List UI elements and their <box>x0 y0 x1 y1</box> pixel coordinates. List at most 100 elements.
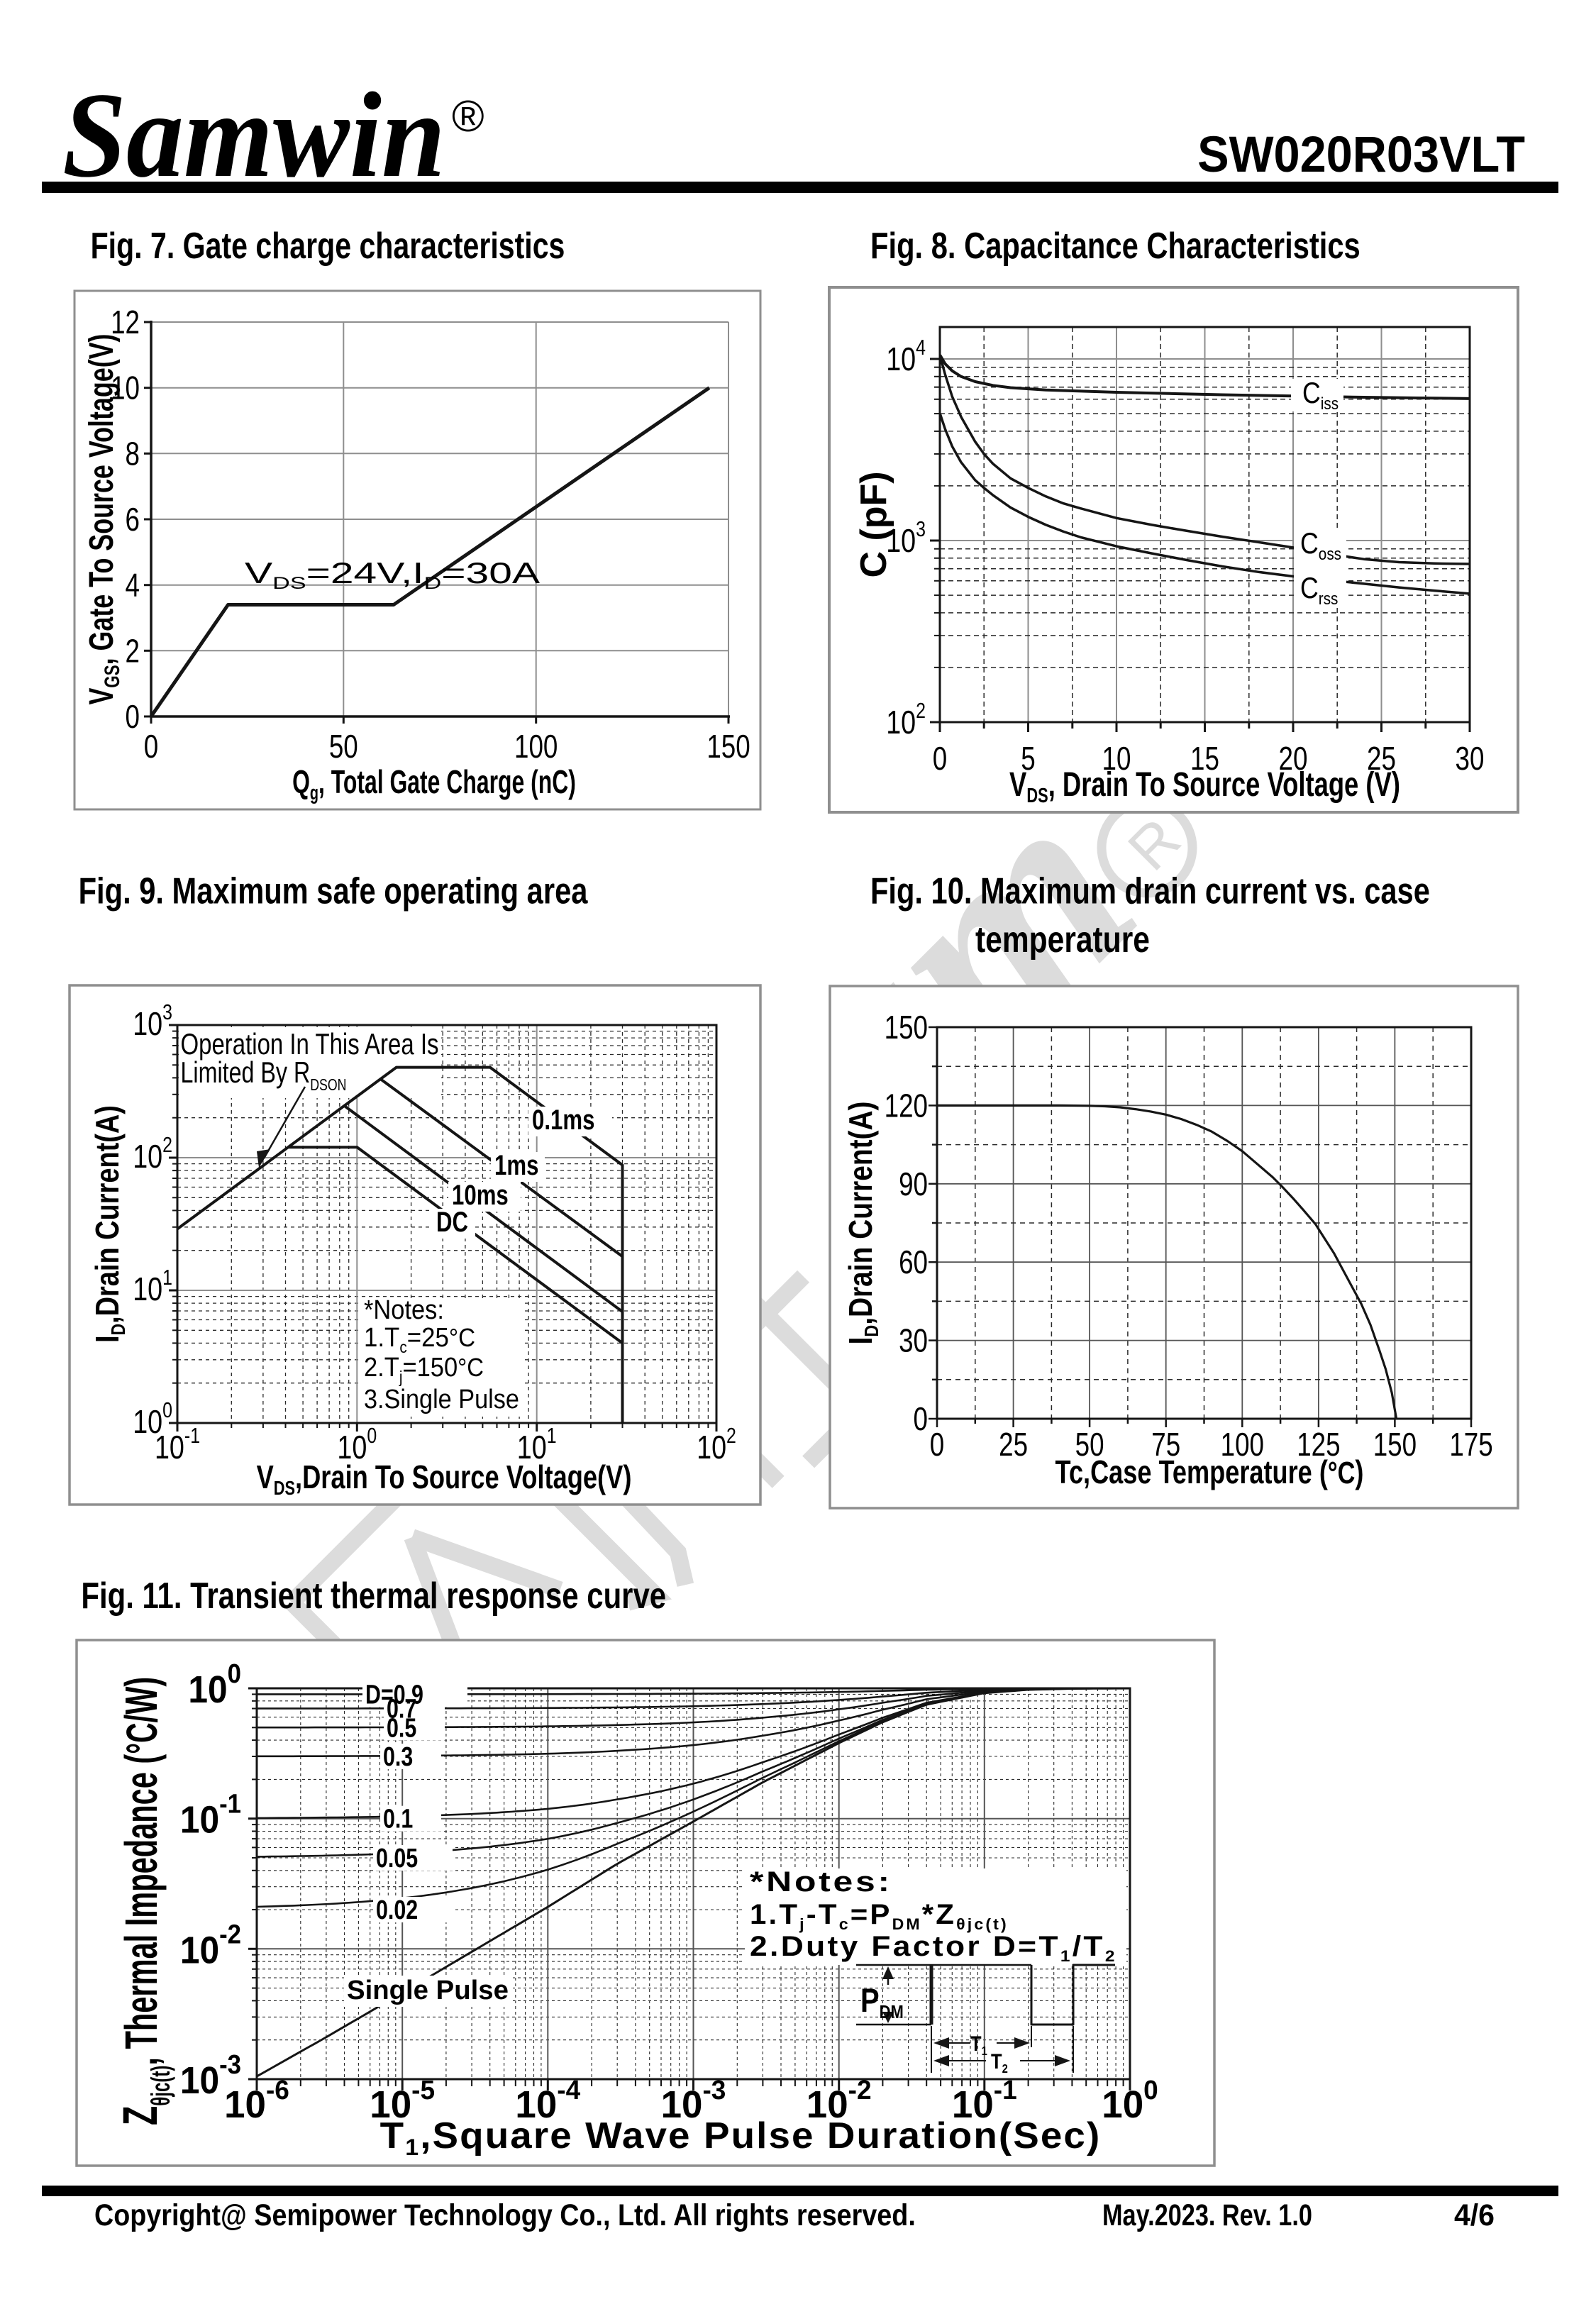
svg-text:0.5: 0.5 <box>387 1713 416 1743</box>
svg-text:103: 103 <box>886 517 926 559</box>
svg-text:100: 100 <box>188 1659 241 1711</box>
svg-text:0: 0 <box>914 1400 928 1437</box>
svg-text:150: 150 <box>706 728 750 765</box>
svg-text:1ms: 1ms <box>494 1149 538 1181</box>
svg-text:Crss: Crss <box>1300 572 1338 608</box>
svg-text:175: 175 <box>1449 1426 1492 1463</box>
svg-text:10: 10 <box>1102 740 1131 777</box>
svg-text:25: 25 <box>999 1426 1028 1463</box>
svg-text:10-1: 10-1 <box>155 1424 200 1466</box>
svg-text:VDS, Drain To Source Voltage (: VDS, Drain To Source Voltage (V) <box>1009 765 1400 807</box>
svg-text:10ms: 10ms <box>452 1179 509 1211</box>
svg-text:10: 10 <box>111 370 140 406</box>
svg-text:ID,Drain Current(A): ID,Drain Current(A) <box>89 1105 130 1343</box>
svg-text:50: 50 <box>1075 1426 1104 1463</box>
svg-text:SW020R03VLT: SW020R03VLT <box>1197 126 1525 182</box>
svg-text:120: 120 <box>885 1087 928 1124</box>
svg-text:Zθjc(t), Thermal Impedance (°: Zθjc(t), Thermal Impedance (°C/W) <box>113 1677 175 2125</box>
svg-text:0.02: 0.02 <box>376 1895 418 1925</box>
svg-text:D=0.9: D=0.9 <box>365 1680 423 1710</box>
svg-text:®: ® <box>452 92 484 141</box>
svg-text:60: 60 <box>899 1244 928 1280</box>
svg-text:Fig. 7. Gate charge characteri: Fig. 7. Gate charge characteristics <box>91 225 565 266</box>
svg-text:3.Single Pulse: 3.Single Pulse <box>364 1383 519 1414</box>
svg-text:May.2023. Rev. 1.0: May.2023. Rev. 1.0 <box>1102 2198 1312 2232</box>
svg-text:T1,Square Wave Pulse Duration(: T1,Square Wave Pulse Duration(Sec) <box>380 2115 1102 2161</box>
svg-text:Qg, Total Gate Charge (nC): Qg, Total Gate Charge (nC) <box>292 764 576 804</box>
svg-text:T1: T1 <box>970 2032 987 2058</box>
svg-text:100: 100 <box>337 1424 377 1466</box>
svg-text:10-3: 10-3 <box>180 2049 241 2102</box>
svg-text:101: 101 <box>133 1266 172 1307</box>
svg-text:2: 2 <box>126 632 140 669</box>
svg-text:*Notes:: *Notes: <box>364 1294 444 1324</box>
svg-text:102: 102 <box>886 699 926 741</box>
svg-text:12: 12 <box>111 304 140 340</box>
svg-text:50: 50 <box>329 728 358 765</box>
svg-text:4: 4 <box>126 567 140 604</box>
svg-text:Single Pulse: Single Pulse <box>347 1975 509 2005</box>
svg-text:temperature: temperature <box>975 919 1150 960</box>
svg-text:Tc,Case Temperature (°C): Tc,Case Temperature (°C) <box>1055 1454 1364 1490</box>
svg-text:2.Duty Factor D=T1/T2: 2.Duty Factor D=T1/T2 <box>750 1930 1117 1965</box>
svg-text:0.1: 0.1 <box>383 1805 413 1834</box>
svg-text:4/6: 4/6 <box>1454 2198 1495 2232</box>
svg-text:1.Tj-Tc=PDM*Zθjc(t): 1.Tj-Tc=PDM*Zθjc(t) <box>750 1898 1009 1933</box>
svg-text:150: 150 <box>1373 1426 1417 1463</box>
svg-text:30: 30 <box>899 1322 928 1359</box>
svg-text:75: 75 <box>1151 1426 1180 1463</box>
svg-text:2.Tj=150°C: 2.Tj=150°C <box>364 1351 484 1386</box>
svg-text:15: 15 <box>1190 740 1219 777</box>
svg-text:100: 100 <box>133 1398 172 1440</box>
svg-text:10-1: 10-1 <box>180 1788 241 1841</box>
svg-text:5: 5 <box>1021 740 1035 777</box>
svg-text:10-6: 10-6 <box>224 2075 289 2126</box>
svg-text:6: 6 <box>126 501 140 538</box>
svg-text:VDS,Drain To Source Voltage(V): VDS,Drain To Source Voltage(V) <box>257 1458 632 1500</box>
svg-text:Fig. 8. Capacitance Characteri: Fig. 8. Capacitance Characteristics <box>870 225 1361 266</box>
svg-text:Fig. 10. Maximum drain current: Fig. 10. Maximum drain current vs. case <box>870 870 1430 912</box>
svg-text:101: 101 <box>517 1424 557 1466</box>
svg-text:VDS=24V,ID=30A: VDS=24V,ID=30A <box>245 556 540 593</box>
svg-text:0: 0 <box>144 728 158 765</box>
svg-text:150: 150 <box>885 1009 928 1046</box>
svg-text:102: 102 <box>133 1133 172 1175</box>
svg-text:PDM: PDM <box>860 1983 904 2022</box>
svg-text:10-2: 10-2 <box>180 1919 241 1971</box>
svg-text:Copyright@ Semipower Technolog: Copyright@ Semipower Technology Co., Ltd… <box>94 2198 916 2232</box>
svg-text:8: 8 <box>126 435 140 472</box>
svg-text:10-3: 10-3 <box>661 2075 726 2126</box>
svg-text:Samwin: Samwin <box>62 68 445 203</box>
svg-text:10-1: 10-1 <box>952 2075 1017 2126</box>
svg-text:Ciss: Ciss <box>1302 377 1339 413</box>
svg-text:0: 0 <box>126 698 140 735</box>
svg-text:C (pF): C (pF) <box>853 472 894 578</box>
svg-text:0.3: 0.3 <box>383 1742 413 1772</box>
svg-text:*Notes:: *Notes: <box>750 1866 892 1898</box>
svg-text:VGS, Gate To Source Voltage(: VGS, Gate To Source Voltage(V) <box>82 333 124 704</box>
svg-text:103: 103 <box>133 1000 172 1042</box>
svg-text:100: 100 <box>1221 1426 1264 1463</box>
svg-text:0.1ms: 0.1ms <box>532 1104 594 1136</box>
svg-text:DC: DC <box>436 1206 468 1238</box>
svg-text:0: 0 <box>930 1426 944 1463</box>
svg-text:10-5: 10-5 <box>370 2075 435 2126</box>
svg-text:Limited By RDSON: Limited By RDSON <box>181 1056 347 1095</box>
svg-text:1.Tc=25°C: 1.Tc=25°C <box>364 1322 475 1357</box>
svg-text:Coss: Coss <box>1300 527 1341 563</box>
svg-text:100: 100 <box>1102 2075 1158 2126</box>
svg-text:T2: T2 <box>991 2049 1008 2076</box>
svg-text:90: 90 <box>899 1165 928 1202</box>
svg-text:125: 125 <box>1297 1426 1340 1463</box>
svg-text:30: 30 <box>1456 740 1485 777</box>
svg-text:0.05: 0.05 <box>376 1844 418 1873</box>
svg-text:0.7: 0.7 <box>387 1694 416 1724</box>
svg-text:0: 0 <box>933 740 947 777</box>
svg-text:100: 100 <box>514 728 558 765</box>
svg-text:20: 20 <box>1279 740 1308 777</box>
svg-text:25: 25 <box>1367 740 1396 777</box>
svg-text:104: 104 <box>886 336 926 377</box>
svg-text:ID,Drain Current(A): ID,Drain Current(A) <box>843 1102 883 1345</box>
svg-text:Fig. 11. Transient thermal res: Fig. 11. Transient thermal response curv… <box>81 1576 666 1617</box>
svg-text:10-4: 10-4 <box>515 2075 580 2126</box>
